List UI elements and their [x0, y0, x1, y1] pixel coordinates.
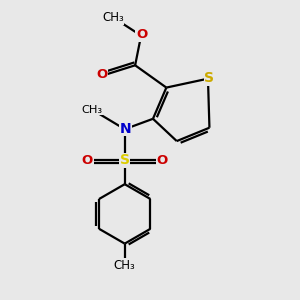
- Text: N: N: [119, 122, 131, 136]
- Text: S: S: [204, 71, 214, 85]
- Text: O: O: [157, 154, 168, 167]
- Text: S: S: [120, 153, 130, 167]
- Text: O: O: [96, 68, 107, 81]
- Text: CH₃: CH₃: [114, 259, 136, 272]
- Text: O: O: [81, 154, 93, 167]
- Text: CH₃: CH₃: [82, 105, 103, 115]
- Text: CH₃: CH₃: [102, 11, 124, 24]
- Text: O: O: [136, 28, 147, 41]
